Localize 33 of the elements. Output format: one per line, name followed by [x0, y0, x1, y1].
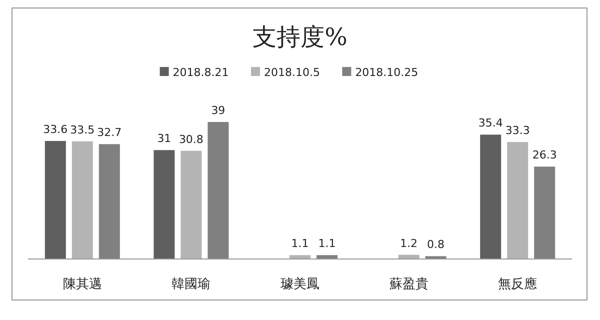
- bar: [534, 166, 556, 259]
- x-tick-label: 璩美鳳: [280, 276, 320, 292]
- data-label: 33.5: [70, 123, 95, 136]
- data-label: 1.1: [291, 237, 309, 250]
- x-tick-label: 蘇盈貴: [389, 277, 428, 292]
- data-label: 1.1: [318, 237, 336, 250]
- data-label: 26.3: [532, 148, 557, 162]
- data-label: 1.2: [400, 236, 418, 250]
- data-label: 31: [157, 132, 172, 146]
- legend-label: 2018.8.21: [172, 66, 229, 79]
- data-label: 33.6: [43, 122, 68, 136]
- bar: [208, 122, 229, 259]
- legend-label: 2018.10.5: [264, 66, 320, 79]
- data-label: 32.7: [97, 126, 122, 140]
- bar: [290, 255, 310, 259]
- bar: [507, 142, 528, 259]
- data-label: 0.8: [427, 238, 445, 252]
- data-label: 39: [211, 104, 226, 117]
- bar: [98, 144, 120, 259]
- bar: [44, 140, 66, 259]
- x-tick-label: 無反應: [498, 277, 538, 292]
- bar: [180, 150, 202, 259]
- legend-label: 2018.10.25: [355, 66, 418, 79]
- data-label: 33.3: [505, 124, 530, 138]
- bar: [480, 134, 502, 259]
- bar: [316, 255, 338, 259]
- x-tick-label: 陳其邁: [62, 277, 102, 292]
- data-label: 35.4: [478, 116, 503, 130]
- bar: [154, 150, 175, 259]
- data-label: 30.8: [178, 132, 204, 146]
- chart-title: 支持度%: [252, 23, 348, 51]
- bar: [72, 141, 93, 259]
- x-tick-label: 韓國瑜: [172, 277, 211, 292]
